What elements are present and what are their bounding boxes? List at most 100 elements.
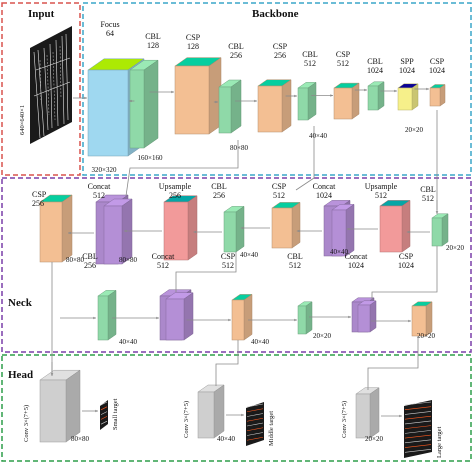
neck-row2-block-2 bbox=[231, 293, 253, 341]
neck-row1-block-3-channels: 256 bbox=[213, 191, 225, 200]
backbone-block-5 bbox=[297, 81, 317, 121]
backbone-dims-1: 160×160 bbox=[138, 154, 163, 162]
input-frame bbox=[1, 2, 81, 176]
backbone-block-9-name: CSP bbox=[430, 57, 445, 66]
neck-row1-block-0 bbox=[39, 194, 73, 263]
neck-row2-arrow-5-head bbox=[408, 319, 411, 323]
backbone-arrow-7-head bbox=[364, 88, 367, 92]
neck-row1-block-4-name: CSP bbox=[272, 182, 287, 191]
neck-row2-block-2-name: CSP bbox=[221, 252, 236, 261]
backbone-dims-5: 40×40 bbox=[309, 132, 327, 140]
backbone-block-7 bbox=[367, 81, 385, 111]
backbone-arrow-1-head bbox=[129, 99, 132, 103]
backbone-block-6-name: CSP bbox=[336, 50, 351, 59]
backbone-block-7-name: CBL bbox=[367, 57, 383, 66]
input-to-focus-arrow-head bbox=[84, 96, 87, 100]
neck-row1-block-0-channels: 256 bbox=[32, 199, 44, 208]
backbone-to-neck-80-connector bbox=[125, 140, 239, 197]
neck-row2-dims-2: 40×40 bbox=[251, 338, 269, 346]
neck-to-head-large-connector bbox=[367, 336, 419, 390]
backbone-block-2-channels: 128 bbox=[187, 42, 199, 51]
head-2-conv-block bbox=[355, 387, 380, 439]
head-0-target-label: Small target bbox=[112, 398, 119, 430]
neck-row2-arrow-2-head bbox=[228, 318, 231, 322]
neck-row1-arrow-4-head bbox=[240, 226, 244, 230]
backbone-block-9-channels: 1024 bbox=[429, 66, 445, 75]
neck-row2-arrow-1-head bbox=[156, 316, 159, 320]
input-image bbox=[30, 26, 72, 144]
backbone-arrow-5-head bbox=[294, 94, 297, 98]
backbone-block-0-channels: 64 bbox=[106, 29, 114, 38]
neck-row1-block-0-name: CSP bbox=[32, 190, 47, 199]
backbone-block-8-name: SPP bbox=[400, 57, 414, 66]
neck-row1-block-4 bbox=[271, 201, 301, 249]
neck-row1-dims-1: 80×80 bbox=[119, 256, 137, 264]
neck-row1-block-7-channels: 512 bbox=[422, 194, 434, 203]
neck-row1-block-2 bbox=[163, 195, 198, 261]
backbone-block-8-channels: 1024 bbox=[399, 66, 415, 75]
neck-frame bbox=[1, 177, 472, 353]
neck-row1-arrow-2-head bbox=[124, 229, 127, 233]
neck-row2-arrow-4-head bbox=[348, 315, 351, 319]
backbone-block-3-name: CBL bbox=[228, 42, 244, 51]
head-1-target-label: Middle target bbox=[268, 411, 275, 446]
neck-row2-entry-arrow-head bbox=[93, 316, 96, 320]
input-title: Input bbox=[28, 8, 55, 20]
backbone-block-3 bbox=[218, 79, 242, 134]
head-2-arrow-head bbox=[399, 414, 402, 418]
neck-row1-block-2-name: Upsample bbox=[159, 182, 192, 191]
neck-row1-dims-7: 20×20 bbox=[446, 244, 464, 252]
head-frame bbox=[1, 354, 472, 462]
head-1-dims: 40×40 bbox=[217, 435, 235, 443]
head-1-conv-block bbox=[197, 384, 225, 439]
backbone-to-neck-40-connector bbox=[295, 126, 315, 191]
backbone-dims-3: 80×80 bbox=[230, 144, 248, 152]
backbone-arrow-4-head bbox=[254, 99, 257, 103]
head-2-dims: 20×20 bbox=[365, 435, 383, 443]
neck-cbl40-to-concat-connector bbox=[175, 252, 237, 292]
backbone-arrow-3-head bbox=[215, 100, 218, 104]
neck-row2-block-3-channels: 512 bbox=[289, 261, 301, 270]
neck-row1-block-6-channels: 512 bbox=[375, 191, 387, 200]
backbone-block-6 bbox=[333, 82, 360, 120]
neck-row1-block-5 bbox=[331, 203, 355, 257]
backbone-block-0-name: Focus bbox=[100, 20, 119, 29]
neck-row2-block-4 bbox=[357, 300, 377, 333]
head-0-output-map bbox=[100, 400, 108, 430]
neck-row1-block-2-channels: 256 bbox=[169, 191, 181, 200]
neck-row1-dims-3: 40×40 bbox=[240, 251, 258, 259]
backbone-frame bbox=[82, 2, 472, 176]
head-1-arrow-head bbox=[241, 413, 244, 417]
head-title: Head bbox=[8, 369, 33, 381]
backbone-block-4 bbox=[257, 79, 292, 133]
backbone-dims-0: 320×320 bbox=[92, 166, 117, 174]
neck-row2-block-4-channels: 1024 bbox=[348, 261, 364, 270]
backbone-block-1-name: CBL bbox=[145, 32, 161, 41]
head-1-output-map bbox=[246, 402, 264, 446]
neck-row1-arrow-7-head bbox=[406, 230, 410, 234]
neck-row2-block-4-name: Concat bbox=[345, 252, 368, 261]
head-2-conv-label: Conv 3×(7+5) bbox=[341, 401, 348, 438]
neck-row2-block-1-name: Concat bbox=[152, 252, 175, 261]
head-0-conv-label: Conv 3×(7+5) bbox=[23, 405, 30, 442]
backbone-dims-8: 20×20 bbox=[405, 126, 423, 134]
neck-title: Neck bbox=[8, 297, 33, 309]
neck-row1-block-6 bbox=[379, 199, 411, 253]
backbone-block-4-name: CSP bbox=[273, 42, 288, 51]
neck-to-head-middle-connector bbox=[215, 340, 239, 386]
head-small-arrow-head bbox=[50, 373, 54, 376]
neck-row1-block-1 bbox=[103, 198, 133, 265]
spp-down-arrow-head bbox=[435, 211, 439, 214]
head-2-target-label: Large target bbox=[436, 426, 443, 458]
backbone-block-2-name: CSP bbox=[186, 33, 201, 42]
neck-row2-block-5-name: CSP bbox=[399, 252, 414, 261]
backbone-block-1 bbox=[129, 59, 159, 149]
backbone-block-3-channels: 256 bbox=[230, 51, 242, 60]
neck-row2-block-1-channels: 512 bbox=[157, 261, 169, 270]
neck-row1-block-6-name: Upsample bbox=[365, 182, 398, 191]
head-0-dims: 80×80 bbox=[71, 435, 89, 443]
backbone-arrow-2-head bbox=[171, 90, 174, 94]
neck-row2-dims-3: 20×20 bbox=[313, 332, 331, 340]
neck-row2-block-5 bbox=[411, 301, 433, 337]
